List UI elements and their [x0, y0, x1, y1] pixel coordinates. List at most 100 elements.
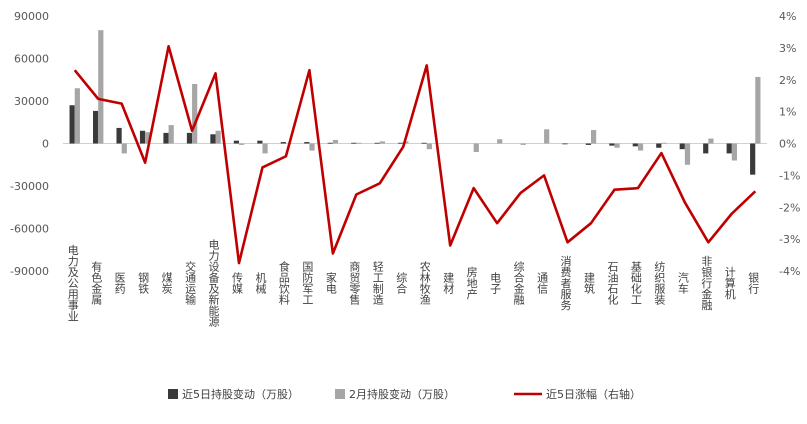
bars [69, 30, 761, 175]
bar [356, 142, 362, 144]
bar [304, 142, 310, 144]
x-tick-label: 石油石化 [606, 261, 619, 306]
bar [280, 142, 286, 144]
x-tick-label: 房地产 [465, 266, 478, 300]
bar [520, 143, 526, 145]
bar [351, 142, 357, 144]
bar [679, 143, 685, 150]
x-tick-label: 消费者服务 [559, 254, 572, 310]
bar [379, 141, 385, 144]
y-left-tick-label: 90000 [14, 10, 49, 23]
bar [145, 132, 151, 144]
bar [750, 143, 756, 175]
legend-label: 近5日持股变动（万股） [182, 387, 299, 401]
x-tick-label: 汽车 [676, 271, 689, 295]
x-tick-label: 有色金属 [90, 260, 103, 306]
bar [731, 143, 737, 161]
bar [257, 140, 263, 144]
x-tick-label: 交通运输 [184, 260, 197, 306]
x-tick-label: 电力及公用事业 [66, 244, 79, 321]
bar [398, 142, 404, 144]
x-tick-label: 综合金融 [512, 260, 525, 306]
y-right-tick-label: 2% [779, 74, 796, 87]
y-right-tick-label: -3% [779, 233, 800, 246]
y-left-tick-label: -90000 [10, 265, 49, 278]
bar [684, 143, 691, 165]
bar [69, 105, 75, 144]
y-left-tick-label: -60000 [10, 223, 49, 236]
x-tick-label: 通信 [536, 272, 549, 295]
bar [74, 88, 80, 144]
bar [239, 143, 245, 145]
legend-swatch [168, 389, 178, 399]
legend-label: 近5日涨幅（右轴） [546, 387, 641, 401]
x-tick-label: 医药 [113, 272, 126, 295]
bar [421, 142, 427, 144]
bar [403, 141, 409, 144]
bar [116, 127, 122, 144]
legend-label: 2月持股变动（万股） [349, 387, 455, 401]
bar [121, 143, 127, 154]
x-tick-label: 煤炭 [160, 272, 173, 295]
x-tick-label: 国防军工 [301, 261, 314, 305]
x-tick-label: 基础化工 [629, 261, 642, 305]
bar [497, 139, 503, 144]
bar [726, 143, 732, 154]
bar [562, 143, 568, 145]
bar [755, 76, 761, 144]
legend-swatch [335, 389, 345, 399]
bar [656, 143, 662, 148]
x-tick-label: 建材 [442, 271, 455, 294]
bar [309, 143, 315, 151]
bar [215, 130, 221, 144]
bar [708, 138, 714, 144]
x-tick-label: 综合 [395, 271, 408, 294]
y-right-tick-label: 3% [779, 42, 796, 55]
y-left-tick-label: -30000 [10, 180, 49, 193]
bar [233, 140, 239, 144]
x-tick-label: 食品饮料 [277, 260, 290, 306]
bar [210, 134, 216, 144]
x-tick-label: 传媒 [231, 272, 244, 295]
bar [591, 130, 597, 144]
bar [192, 84, 198, 144]
x-tick-label: 计算机 [723, 266, 736, 299]
legend: 近5日持股变动（万股） 2月持股变动（万股） 近5日涨幅（右轴） [168, 387, 641, 401]
bar [544, 129, 550, 144]
bar [473, 143, 479, 152]
bar [585, 143, 591, 145]
x-tick-label: 商贸零售 [348, 260, 361, 306]
bar [168, 125, 174, 144]
x-tick-label: 电力设备及新能源 [207, 239, 220, 328]
y-right-tick-label: -4% [779, 265, 800, 278]
x-tick-label: 机械 [254, 271, 267, 295]
y-right-tick-label: -1% [779, 169, 800, 182]
x-tick-label: 银行 [747, 271, 760, 295]
bar [262, 143, 268, 154]
y-right-tick-label: 1% [779, 106, 796, 119]
x-tick-label: 轻工制造 [371, 260, 384, 305]
y-left-tick-label: 30000 [14, 95, 49, 108]
bar [98, 30, 104, 144]
bar [614, 143, 620, 148]
x-tick-label: 钢铁 [137, 272, 150, 294]
bar [632, 143, 638, 147]
y-left-tick-label: 60000 [14, 53, 49, 66]
bar [637, 143, 644, 151]
bar [661, 142, 667, 144]
x-tick-label: 非银行金融 [700, 255, 713, 311]
bar [703, 143, 709, 154]
x-tick-label: 电子 [489, 272, 502, 294]
bar [332, 139, 339, 144]
line-series-path [73, 44, 757, 265]
bar [426, 143, 432, 150]
x-tick-label: 纺织服装 [653, 260, 666, 306]
bar [93, 110, 99, 144]
line-series [73, 44, 757, 265]
x-tick-label: 农林牧渔 [418, 260, 431, 306]
y-right-tick-label: 0% [779, 138, 796, 151]
bar [374, 142, 380, 144]
x-tick-label: 家电 [324, 271, 337, 294]
